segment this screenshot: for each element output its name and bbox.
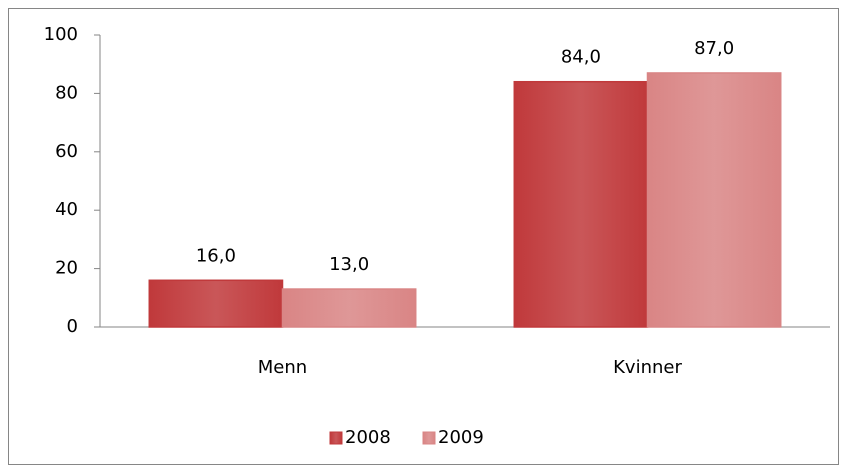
bar (513, 80, 649, 328)
value-label: 84,0 (561, 47, 601, 68)
legend-swatch (422, 431, 436, 445)
value-label: 16,0 (196, 245, 236, 266)
x-tick-label: Menn (258, 357, 307, 378)
y-tick-label: 40 (55, 199, 78, 220)
value-label: 13,0 (329, 254, 369, 275)
legend-label: 2009 (438, 427, 484, 448)
legend-label: 2008 (345, 427, 391, 448)
legend-swatch (329, 431, 343, 445)
y-tick-label: 20 (55, 258, 78, 279)
bar (646, 72, 782, 328)
y-tick-label: 80 (55, 82, 78, 103)
bar (281, 288, 417, 328)
y-tick-label: 60 (55, 141, 78, 162)
x-tick-label: Kvinner (613, 357, 682, 378)
y-tick-label: 0 (67, 316, 78, 337)
value-label: 87,0 (694, 38, 734, 59)
y-tick-label: 100 (44, 24, 78, 45)
bar (148, 279, 284, 328)
